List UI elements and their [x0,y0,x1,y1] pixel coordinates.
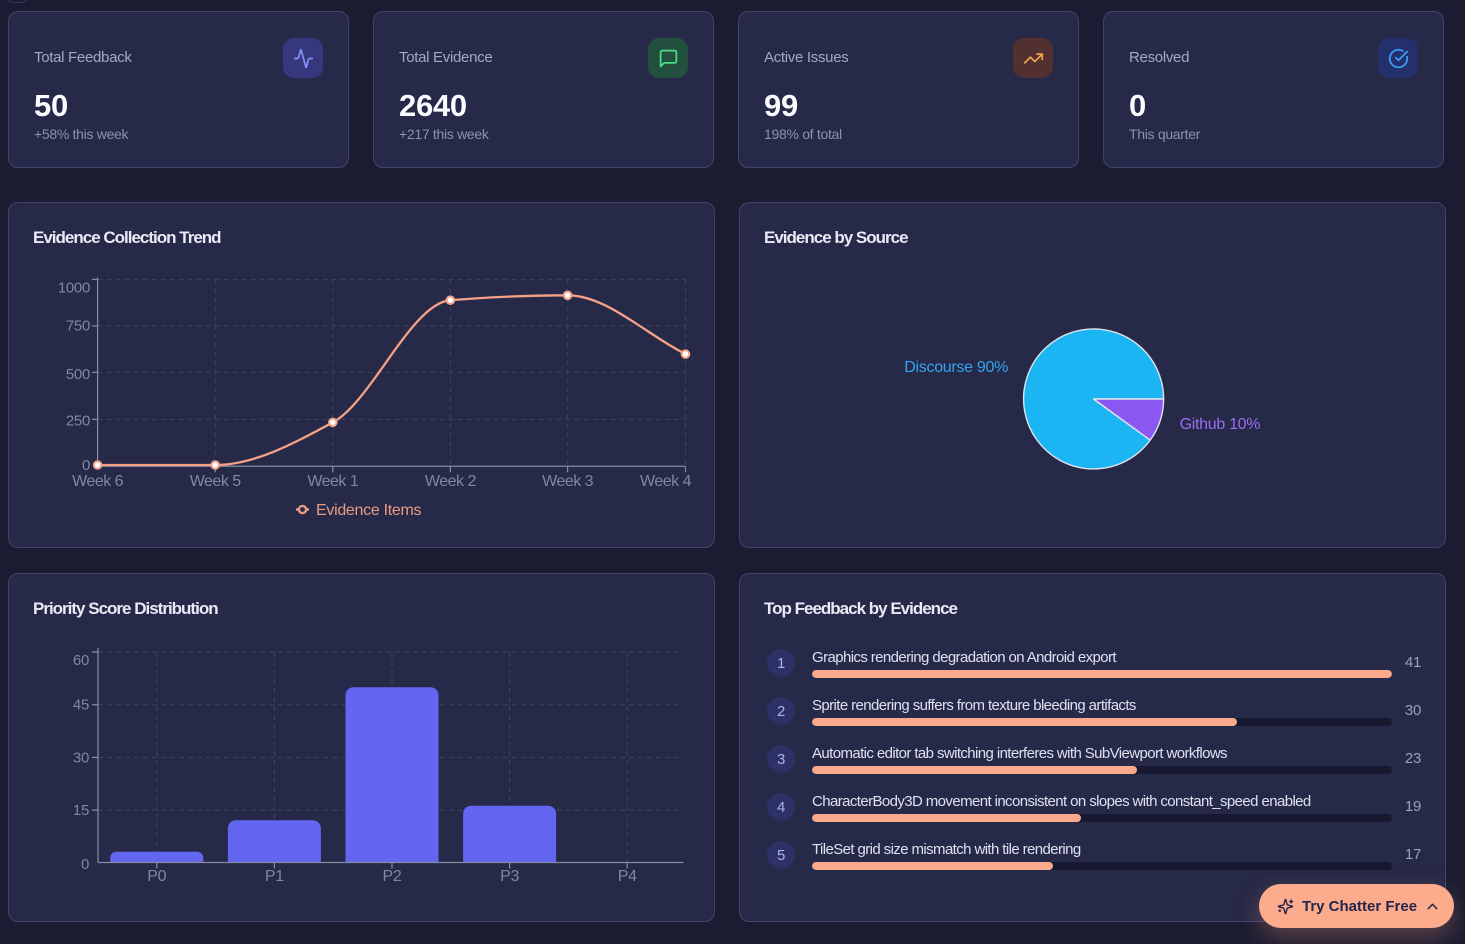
svg-text:Discourse 90%: Discourse 90% [904,359,1008,376]
svg-text:500: 500 [66,366,90,383]
svg-text:0: 0 [81,856,89,873]
svg-text:P1: P1 [265,868,284,885]
svg-text:Week 6: Week 6 [72,473,124,490]
svg-text:Evidence Items: Evidence Items [316,502,421,519]
svg-text:Week 1: Week 1 [307,473,359,490]
svg-text:Week 5: Week 5 [190,473,242,490]
svg-text:Github 10%: Github 10% [1180,416,1261,433]
svg-text:P2: P2 [383,868,402,885]
svg-text:15: 15 [73,802,89,819]
svg-text:45: 45 [73,697,89,714]
svg-text:P0: P0 [147,868,166,885]
svg-text:250: 250 [66,412,90,429]
svg-text:750: 750 [66,318,90,335]
svg-text:0: 0 [82,457,90,474]
svg-text:P4: P4 [618,868,637,885]
svg-text:1000: 1000 [58,280,90,297]
svg-text:Week 4: Week 4 [640,473,692,490]
svg-text:Week 2: Week 2 [425,473,477,490]
svg-text:P3: P3 [500,868,519,885]
svg-text:Week 3: Week 3 [542,473,594,490]
svg-text:30: 30 [73,749,89,766]
svg-text:60: 60 [73,652,89,669]
